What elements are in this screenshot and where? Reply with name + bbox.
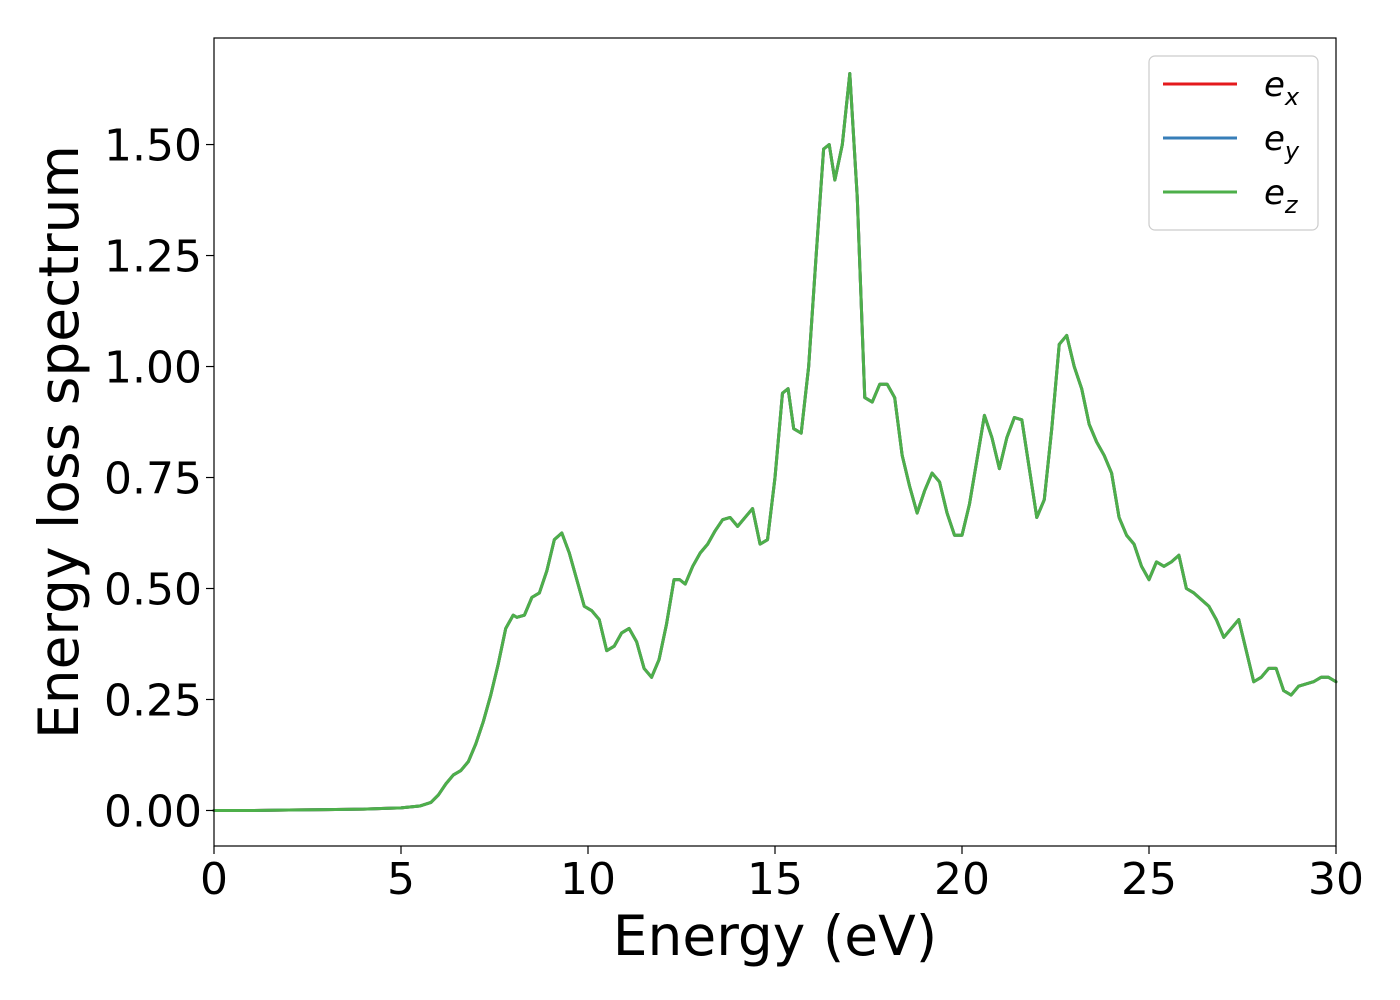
x-tick-label: 25 — [1121, 854, 1177, 905]
y-tick-label: 0.75 — [104, 454, 202, 505]
legend-box — [1148, 55, 1319, 231]
legend-label-ez: ez — [1264, 173, 1299, 219]
series-lines — [212, 72, 1338, 812]
x-tick-label: 20 — [934, 854, 990, 905]
y-tick-label: 0.50 — [104, 565, 202, 616]
x-tick-label: 30 — [1308, 854, 1364, 905]
axis-ticks: 0 5 10 15 20 25 30 0.00 0.25 0.50 0.75 1.00 1.25 1.50 — [104, 121, 1364, 905]
x-tick-label: 5 — [387, 854, 415, 905]
y-axis-label: Energy loss spectrum — [27, 145, 91, 739]
y-tick-label: 1.00 — [104, 343, 202, 394]
y-tick-label: 1.25 — [104, 232, 202, 283]
x-tick-label: 15 — [747, 854, 803, 905]
x-tick-label: 0 — [200, 854, 228, 905]
x-axis-label: Energy (eV) — [613, 904, 937, 968]
x-tick-label: 10 — [560, 854, 616, 905]
y-tick-label: 1.50 — [104, 121, 202, 172]
series-line-ez — [212, 72, 1338, 812]
y-tick-label: 0.25 — [104, 675, 202, 726]
y-tick-label: 0.00 — [104, 786, 202, 837]
